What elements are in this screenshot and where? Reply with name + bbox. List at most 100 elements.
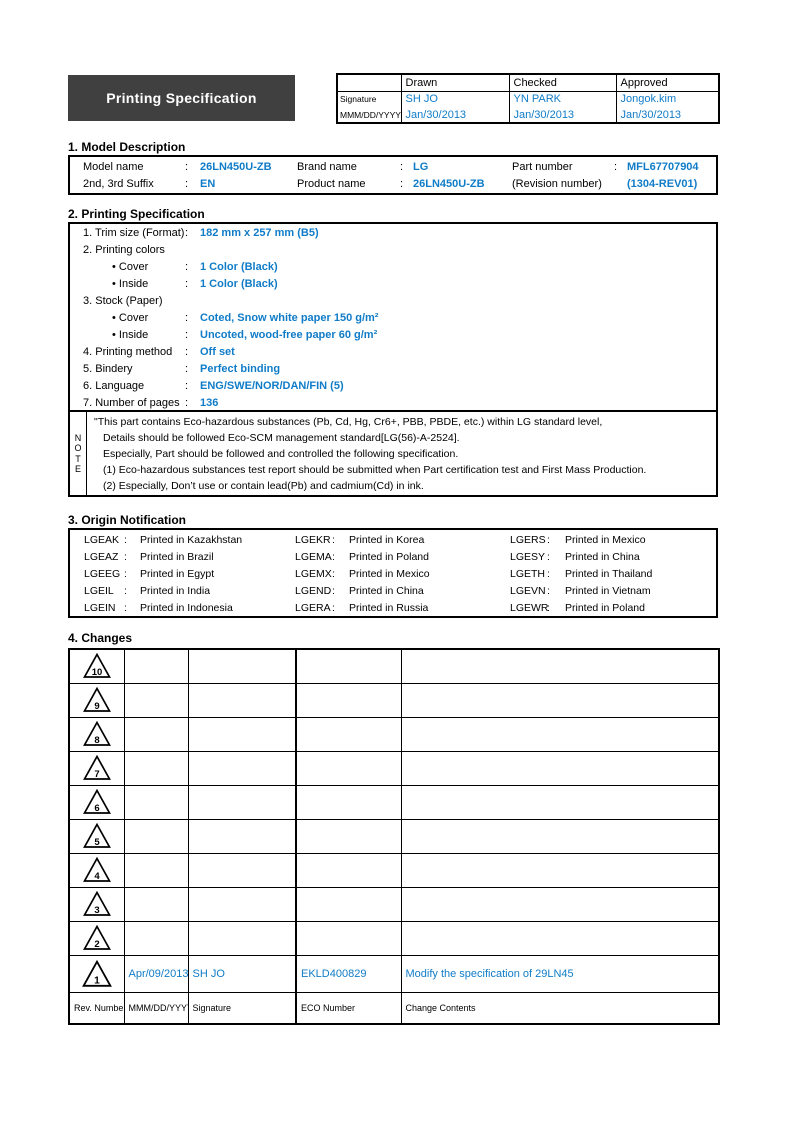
row-label-signature: Signature [340, 94, 377, 105]
revision-date-cell [123, 750, 189, 786]
heading-origin-notification: 3. Origin Notification [68, 513, 187, 527]
document-title-box: Printing Specification [68, 75, 295, 121]
page-count-value: 136 [200, 397, 219, 409]
origin-code: LGEWR [510, 602, 549, 614]
revision-contents-cell [400, 852, 720, 888]
revision-contents-cell [400, 818, 720, 854]
colon: : [185, 363, 189, 375]
spec-label: • Cover [112, 261, 149, 273]
colon: : [614, 161, 618, 173]
footer-rev-number: Rev. Number [68, 991, 125, 1025]
colon: : [185, 329, 189, 341]
colon: : [124, 602, 127, 614]
colon: : [400, 161, 404, 173]
checked-signature: YN PARK [508, 91, 616, 107]
revision-signature-cell [187, 886, 297, 922]
revision-date-cell [123, 716, 189, 752]
part-number-value: MFL67707904 [627, 161, 699, 173]
origin-code: LGEAZ [84, 551, 119, 563]
origin-code: LGESY [510, 551, 546, 563]
brand-name-value: LG [413, 161, 429, 173]
colon: : [124, 534, 127, 546]
inside-stock-value: Uncoted, wood-free paper 60 g/m² [200, 329, 378, 341]
revision-date-cell [123, 682, 189, 718]
field-label: Model name [83, 161, 144, 173]
origin-code: LGERA [295, 602, 331, 614]
spec-label: • Inside [112, 329, 149, 341]
colon: : [124, 551, 127, 563]
origin-code: LGERS [510, 534, 546, 546]
revision-triangle-icon: 4 [82, 857, 111, 882]
svg-text:10: 10 [91, 667, 102, 678]
colon: : [124, 585, 127, 597]
spec-label: 3. Stock (Paper) [83, 295, 163, 307]
revision-date-cell [123, 818, 189, 854]
svg-text:1: 1 [94, 975, 100, 986]
footer-change-contents: Change Contents [400, 991, 720, 1025]
field-label: Product name [297, 178, 366, 190]
colon: : [547, 602, 550, 614]
origin-country: Printed in Thailand [565, 568, 653, 580]
svg-text:8: 8 [94, 735, 99, 746]
revision-marker-cell: 5 [68, 818, 125, 854]
checked-date: Jan/30/2013 [508, 107, 616, 123]
origin-code: LGEEG [84, 568, 121, 580]
revision-marker-cell: 6 [68, 784, 125, 820]
colon: : [332, 585, 335, 597]
footer-eco-number: ECO Number [295, 991, 402, 1025]
revision-date-cell [123, 852, 189, 888]
revision-signature-cell [187, 920, 297, 956]
col-header-approved: Approved [615, 74, 719, 92]
field-label: Brand name [297, 161, 357, 173]
revision-marker-cell: 10 [68, 648, 125, 684]
language-value: ENG/SWE/NOR/DAN/FIN (5) [200, 380, 344, 392]
revision-signature-cell [187, 750, 297, 786]
colon: : [185, 397, 189, 409]
svg-text:7: 7 [94, 769, 99, 780]
revision-contents-cell [400, 648, 720, 684]
origin-code: LGEMX [295, 568, 332, 580]
origin-country: Printed in Egypt [140, 568, 215, 580]
colon: : [332, 568, 335, 580]
revision-date-cell [123, 648, 189, 684]
origin-code: LGEVN [510, 585, 546, 597]
signature-table-corner [337, 74, 401, 92]
colon: : [400, 178, 404, 190]
origin-country: Printed in Vietnam [565, 585, 651, 597]
revision-eco-cell [295, 750, 402, 786]
heading-printing-specification: 2. Printing Specification [68, 207, 205, 221]
revision-marker-cell: 4 [68, 852, 125, 888]
revision-eco-cell [295, 648, 402, 684]
revision-eco-cell: EKLD400829 [295, 954, 402, 993]
field-label: (Revision number) [512, 178, 602, 190]
origin-country: Printed in China [349, 585, 424, 597]
origin-code: LGEMA [295, 551, 332, 563]
colon: : [185, 278, 189, 290]
origin-country: Printed in India [140, 585, 211, 597]
origin-country: Printed in Poland [565, 602, 645, 614]
colon: : [185, 178, 189, 190]
spec-label: 7. Number of pages [83, 397, 180, 409]
svg-text:2: 2 [94, 939, 99, 950]
note-line: (1) Eco-hazardous substances test report… [103, 464, 647, 476]
colon: : [332, 551, 335, 563]
revision-triangle-icon: 5 [82, 823, 111, 848]
origin-code: LGEIN [84, 602, 116, 614]
note-label: N O T E [70, 412, 87, 495]
revision-marker-cell: 7 [68, 750, 125, 786]
svg-text:3: 3 [94, 905, 99, 916]
colon: : [547, 585, 550, 597]
revision-eco-cell [295, 784, 402, 820]
revision-signature-cell [187, 818, 297, 854]
revision-signature-cell [187, 852, 297, 888]
colon: : [124, 568, 127, 580]
revision-number-value: (1304-REV01) [627, 178, 698, 190]
spec-label: 1. Trim size (Format) [83, 227, 185, 239]
svg-text:4: 4 [94, 871, 100, 882]
changes-table: 10 9 8 7 6 5 4 3 2 1 Apr/09/2013 SH JO E… [68, 648, 720, 1025]
note-line: (2) Especially, Don’t use or contain lea… [103, 480, 424, 492]
revision-triangle-icon: 6 [82, 789, 111, 814]
origin-country: Printed in Mexico [565, 534, 646, 546]
svg-text:9: 9 [94, 701, 99, 712]
revision-contents-cell [400, 784, 720, 820]
